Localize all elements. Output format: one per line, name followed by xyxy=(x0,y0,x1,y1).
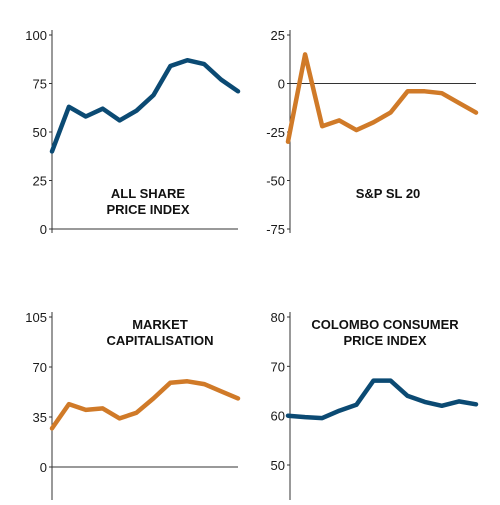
chart-title: COLOMBO CONSUMER xyxy=(311,317,459,332)
y-tick-label: -50 xyxy=(266,174,285,189)
data-point xyxy=(84,115,88,119)
chart-title: PRICE INDEX xyxy=(106,202,189,217)
data-point xyxy=(372,379,376,383)
chart-panel-2: 25 0 -25 -50 -75 S&P SL 20 xyxy=(266,28,479,237)
data-point xyxy=(286,414,290,418)
y-tick-label: 80 xyxy=(271,310,285,325)
data-point xyxy=(406,394,410,398)
data-point xyxy=(320,416,324,420)
data-point xyxy=(67,402,71,406)
y-tick-label: 35 xyxy=(33,410,47,425)
data-point xyxy=(135,109,139,113)
y-tick-label: 50 xyxy=(271,458,285,473)
data-point xyxy=(219,389,223,393)
data-point xyxy=(423,89,427,93)
data-point xyxy=(457,399,461,403)
data-point xyxy=(84,408,88,412)
y-tick-label: 0 xyxy=(278,77,285,92)
series-line xyxy=(49,379,241,431)
data-point xyxy=(354,128,358,132)
series-line xyxy=(285,378,479,421)
y-tick-label: -75 xyxy=(266,222,285,237)
y-tick-label: 70 xyxy=(271,359,285,374)
data-point xyxy=(236,89,240,93)
data-point xyxy=(152,93,156,97)
data-point xyxy=(337,409,341,413)
data-point xyxy=(423,400,427,404)
data-point xyxy=(67,105,71,109)
y-tick-label: 0 xyxy=(40,222,47,237)
y-tick-label: 70 xyxy=(33,360,47,375)
chart-title: ALL SHARE xyxy=(111,186,185,201)
y-tick-label: 25 xyxy=(271,28,285,43)
data-point xyxy=(372,120,376,124)
chart-title: S&P SL 20 xyxy=(356,186,421,201)
data-point xyxy=(118,416,122,420)
data-point xyxy=(152,396,156,400)
data-point xyxy=(135,411,139,415)
data-point xyxy=(474,402,478,406)
y-tick-label: -25 xyxy=(266,125,285,140)
data-point xyxy=(354,403,358,407)
data-point xyxy=(168,64,172,68)
data-point xyxy=(303,52,307,56)
data-point xyxy=(118,118,122,122)
data-point xyxy=(457,101,461,105)
data-point xyxy=(389,111,393,115)
data-point xyxy=(185,58,189,62)
data-point xyxy=(219,78,223,82)
y-tick-label: 105 xyxy=(25,310,47,325)
y-tick-label: 60 xyxy=(271,409,285,424)
chart-title: PRICE INDEX xyxy=(343,333,426,348)
data-point xyxy=(202,62,206,66)
data-point xyxy=(50,149,54,153)
data-point xyxy=(168,381,172,385)
y-tick-label: 100 xyxy=(25,28,47,43)
data-point xyxy=(474,111,478,115)
data-point xyxy=(236,396,240,400)
data-point xyxy=(286,140,290,144)
y-tick-label: 0 xyxy=(40,460,47,475)
chart-title: MARKET xyxy=(132,317,188,332)
data-point xyxy=(50,426,54,430)
data-point xyxy=(320,124,324,128)
y-tick-label: 75 xyxy=(33,77,47,92)
series-line xyxy=(285,52,479,144)
data-point xyxy=(101,406,105,410)
data-point xyxy=(406,89,410,93)
data-point xyxy=(440,404,444,408)
y-tick-label: 25 xyxy=(33,174,47,189)
data-point xyxy=(303,415,307,419)
data-point xyxy=(185,379,189,383)
series-line xyxy=(49,57,241,154)
y-tick-label: 50 xyxy=(33,125,47,140)
data-point xyxy=(202,382,206,386)
chart-title: CAPITALISATION xyxy=(106,333,213,348)
data-point xyxy=(101,107,105,111)
data-point xyxy=(389,379,393,383)
data-point xyxy=(440,91,444,95)
data-point xyxy=(337,118,341,122)
